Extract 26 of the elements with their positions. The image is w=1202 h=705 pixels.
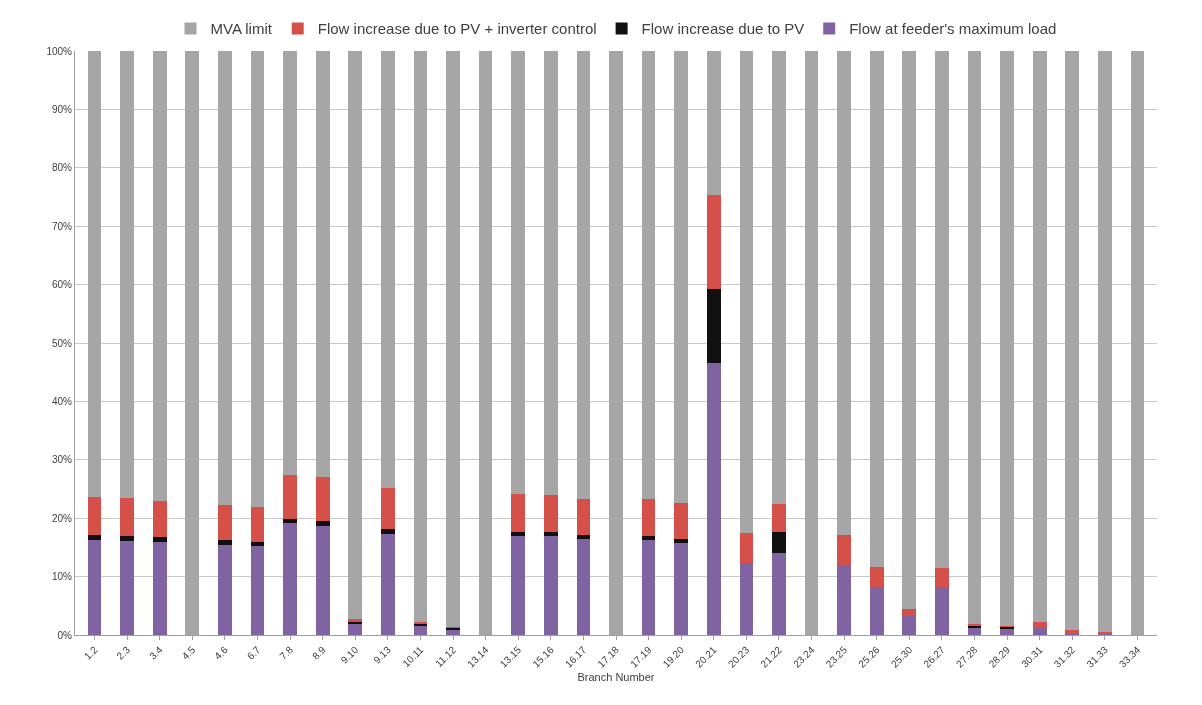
y-tick-label: 100% (46, 45, 73, 57)
y-tick-label: 90% (51, 103, 73, 115)
y-tick-label: 40% (51, 395, 73, 407)
x-tick-label: 3.4 (147, 643, 165, 662)
legend-label: MVA limit (210, 20, 273, 38)
x-tick-label: 1.2 (81, 643, 100, 662)
y-tick-label: 50% (51, 337, 73, 349)
y-tick-label: 0% (57, 629, 73, 641)
y-tick-label: 20% (51, 512, 73, 524)
x-tick-label: 7.8 (277, 643, 296, 662)
x-tick-label: 4.6 (212, 643, 231, 662)
y-tick-label: 10% (51, 571, 73, 583)
y-tick-label: 80% (51, 162, 73, 174)
x-tick-label: 9.10 (338, 643, 361, 666)
y-tick-label: 30% (51, 454, 73, 466)
x-tick-label: 9.13 (371, 643, 394, 666)
y-tick-label: 60% (51, 279, 73, 291)
x-tick-label: 6.7 (244, 643, 263, 662)
legend-label: Flow at feeder's maximum load (849, 20, 1057, 38)
x-tick-label: 8.9 (310, 643, 328, 662)
y-tick-label: 70% (51, 220, 73, 232)
x-tick-label: 2.3 (114, 643, 133, 662)
x-axis-title: Branch Number (577, 670, 655, 683)
legend-label: Flow increase due to PV + inverter control (317, 20, 597, 38)
legend-label: Flow increase due to PV (641, 20, 805, 38)
x-tick-label: 4.5 (179, 643, 198, 662)
